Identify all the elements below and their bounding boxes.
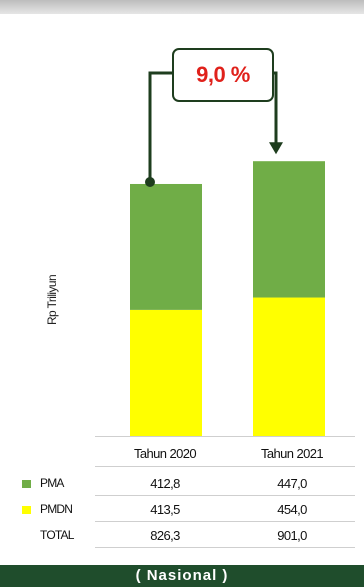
col-header-2021: Tahun 2021	[261, 446, 324, 461]
bar-pma-tahun-2021	[253, 161, 325, 298]
y-axis-label: Rp Triliyun	[45, 274, 59, 326]
growth-label: 9,0 %	[172, 48, 274, 102]
footer-region-label: ( Nasional )	[0, 565, 364, 587]
bar-pmdn-tahun-2020	[130, 309, 202, 436]
cell-pma-2021: 447,0	[277, 476, 307, 491]
cell-total-2020: 826,3	[150, 528, 180, 543]
stacked-bar-chart	[130, 71, 325, 436]
row-label-pma: PMA	[40, 476, 64, 490]
cell-pmdn-2020: 413,5	[150, 502, 180, 517]
table-row-line	[95, 495, 355, 496]
growth-arrow-left-line	[148, 71, 172, 181]
row-label-total: TOTAL	[40, 528, 74, 542]
table-row-line	[95, 521, 355, 522]
col-header-2020: Tahun 2020	[134, 446, 197, 461]
table-header-line	[95, 466, 355, 467]
table-top-line	[95, 436, 355, 437]
top-bar	[0, 0, 364, 14]
bar-pmdn-tahun-2021	[253, 297, 325, 436]
row-label-pmdn: PMDN	[40, 502, 73, 516]
growth-arrow-head	[269, 142, 283, 155]
growth-arrow-start-dot	[145, 176, 155, 187]
cell-pmdn-2021: 454,0	[277, 502, 307, 517]
pma-legend-swatch	[22, 480, 31, 488]
pmdn-legend-swatch	[22, 506, 31, 514]
bar-pma-tahun-2020	[130, 183, 202, 310]
cell-pma-2020: 412,8	[150, 476, 180, 491]
cell-total-2021: 901,0	[277, 528, 307, 543]
growth-arrow-right-line	[274, 71, 278, 145]
table-bottom-line	[95, 547, 355, 548]
